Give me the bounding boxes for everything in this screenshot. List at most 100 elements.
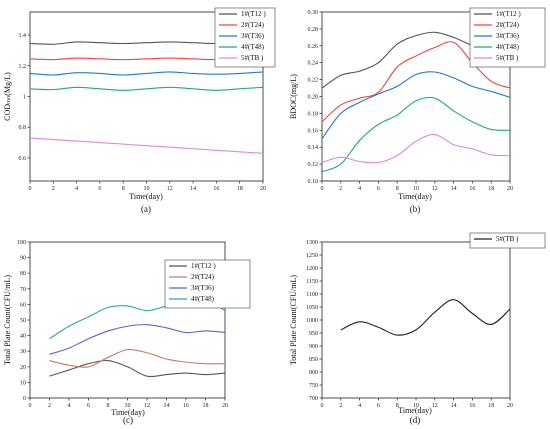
y-tick-label: 60 xyxy=(20,302,26,308)
x-tick-label: 18 xyxy=(488,403,494,409)
chart-panel-c: 0 2 4 6 8 10 12 14 16 18 20 0 10 20 30 40 50 60 70 80 90 100 T… xyxy=(3,240,251,425)
legend-label: 5#(TB ) xyxy=(496,235,519,243)
y-tick-label: 0.14 xyxy=(308,145,319,151)
series-line-3 xyxy=(321,71,511,140)
x-tick-label: 12 xyxy=(167,186,173,192)
x-tick-label: 14 xyxy=(164,403,170,409)
x-tick-label: 16 xyxy=(469,403,475,409)
panel-caption: (a) xyxy=(141,204,151,214)
x-tick-label: 4 xyxy=(75,186,78,192)
y-tick-label: 950 xyxy=(309,331,318,337)
series-line-5 xyxy=(321,133,511,164)
series-line-4 xyxy=(29,86,264,91)
y-tick-label: 100 xyxy=(17,240,26,246)
y-tick-label: 1 xyxy=(23,95,26,101)
y-axis-label: CODₘₙ(Mg/L) xyxy=(3,72,12,121)
y-tick-label: 0.12 xyxy=(308,162,319,168)
y-tick-label: 90 xyxy=(20,256,26,262)
series-line-1 xyxy=(340,299,511,336)
series-line-2 xyxy=(321,41,511,123)
panel-caption: (c) xyxy=(123,415,133,425)
y-tick-label: 1250 xyxy=(306,253,318,259)
x-tick-label: 10 xyxy=(413,186,419,192)
legend-label: 5#(TB ) xyxy=(496,54,519,62)
x-axis-label: Time(day) xyxy=(129,192,163,201)
legend: 1#(T12 ) 2#(T24) 3#(T36) 4#(T48) 5#(TB ) xyxy=(214,7,276,68)
legend: 5#(TB ) xyxy=(469,232,546,249)
x-tick-label: 6 xyxy=(87,403,90,409)
y-tick-label: 0.30 xyxy=(308,10,319,16)
series-line-3 xyxy=(49,324,226,355)
panel-caption: (d) xyxy=(410,415,421,425)
legend-label: 2#(T24) xyxy=(496,21,520,29)
legend-label: 2#(T24) xyxy=(241,21,265,29)
y-tick-label: 0.24 xyxy=(308,61,319,67)
x-tick-label: 0 xyxy=(321,403,324,409)
x-tick-label: 16 xyxy=(213,186,219,192)
x-tick-label: 14 xyxy=(190,186,196,192)
y-tick-label: 800 xyxy=(309,370,318,376)
y-tick-label: 0.26 xyxy=(308,44,319,50)
x-axis-label: Time(day) xyxy=(398,406,432,415)
y-tick-label: 0.16 xyxy=(308,128,319,134)
y-tick-label: 0.22 xyxy=(308,78,319,84)
x-tick-label: 12 xyxy=(144,403,150,409)
legend-label: 2#(T24) xyxy=(191,273,215,281)
y-tick-label: 1.2 xyxy=(19,64,27,70)
x-tick-label: 6 xyxy=(377,186,380,192)
y-tick-label: 750 xyxy=(309,383,318,389)
legend-box xyxy=(469,232,546,249)
legend-label: 1#(T12 ) xyxy=(241,10,266,18)
x-tick-label: 6 xyxy=(98,186,101,192)
y-tick-label: 1.4 xyxy=(19,33,27,39)
y-tick-label: 10 xyxy=(20,380,26,386)
y-tick-label: 850 xyxy=(309,357,318,363)
chart-panel-b: 0 2 4 6 8 10 12 14 16 18 20 0.10 0.12 0.14 0.16 0.18 0.2… xyxy=(289,7,546,214)
x-axis-label: Time(day) xyxy=(111,408,145,417)
x-tick-label: 2 xyxy=(48,403,51,409)
y-tick-label: 1150 xyxy=(306,279,318,285)
x-tick-label: 20 xyxy=(507,186,513,192)
chart-panel-d: 0 2 4 6 8 10 12 14 16 18 20 700 750 800 850 900 950 1000 1… xyxy=(289,232,546,425)
y-tick-label: 900 xyxy=(309,344,318,350)
y-tick-label: 1100 xyxy=(306,292,318,298)
y-tick-label: 0.10 xyxy=(308,179,319,185)
x-tick-label: 16 xyxy=(469,186,475,192)
legend-label: 1#(T12 ) xyxy=(496,10,521,18)
x-tick-label: 8 xyxy=(396,403,399,409)
legend-label: 4#(T48) xyxy=(191,295,215,303)
y-axis-label: BDOC(mg/L) xyxy=(289,74,298,119)
x-tick-label: 2 xyxy=(52,186,55,192)
x-tick-label: 10 xyxy=(144,186,150,192)
x-tick-label: 12 xyxy=(432,186,438,192)
x-tick-label: 4 xyxy=(358,403,361,409)
legend: 1#(T12 ) 2#(T24) 3#(T36) 4#(T48) xyxy=(164,259,251,309)
y-axis-label: Total Plate Count(CFU/mL) xyxy=(289,275,298,365)
y-tick-label: 70 xyxy=(20,287,26,293)
y-tick-label: 0 xyxy=(23,396,26,402)
x-tick-label: 18 xyxy=(237,186,243,192)
legend-label: 4#(T48) xyxy=(496,43,520,51)
legend-label: 5#(TB ) xyxy=(241,54,264,62)
x-tick-label: 4 xyxy=(358,186,361,192)
x-tick-label: 20 xyxy=(507,403,513,409)
legend-box xyxy=(469,7,546,68)
y-tick-label: 50 xyxy=(20,318,26,324)
panel-caption: (b) xyxy=(410,204,421,214)
y-tick-label: 80 xyxy=(20,271,26,277)
y-tick-label: 1300 xyxy=(306,240,318,246)
x-tick-label: 4 xyxy=(68,403,71,409)
x-tick-label: 20 xyxy=(260,186,266,192)
x-tick-label: 6 xyxy=(377,403,380,409)
x-tick-label: 10 xyxy=(125,403,131,409)
x-tick-label: 2 xyxy=(339,186,342,192)
x-tick-label: 2 xyxy=(339,403,342,409)
series-line-5 xyxy=(29,137,264,154)
x-tick-label: 8 xyxy=(122,186,125,192)
legend-label: 4#(T48) xyxy=(241,43,265,51)
x-tick-label: 18 xyxy=(203,403,209,409)
y-tick-label: 0.20 xyxy=(308,95,319,101)
y-tick-label: 700 xyxy=(309,396,318,402)
x-tick-label: 0 xyxy=(321,186,324,192)
